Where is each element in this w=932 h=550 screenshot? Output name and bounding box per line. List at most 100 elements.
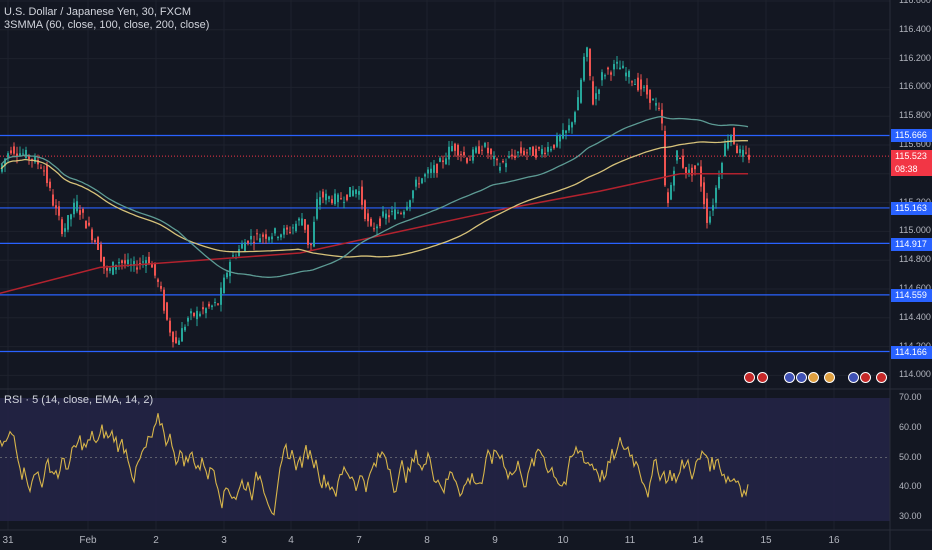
bar-countdown-label: 08:38 [891, 163, 932, 176]
candle-body [622, 65, 624, 69]
event-flag-icon[interactable] [824, 372, 835, 383]
time-tick: 2 [153, 535, 159, 546]
candle-body [697, 163, 699, 165]
event-flag-icon[interactable] [860, 372, 871, 383]
last-price-label: 115.523 [891, 150, 932, 163]
candle-body [112, 261, 114, 275]
candle-body [523, 150, 525, 156]
candle-body [463, 152, 465, 156]
candle-body [673, 170, 675, 186]
candle-body [400, 213, 402, 215]
rsi-tick: 60.00 [899, 421, 922, 432]
candle-body [403, 211, 405, 215]
candle-body [526, 152, 528, 154]
event-flag-icon[interactable] [876, 372, 887, 383]
candle-body [124, 260, 126, 264]
candle-body [571, 122, 573, 128]
candle-body [730, 135, 732, 143]
candle-body [451, 146, 453, 152]
candle-body [688, 169, 690, 173]
candle-body [37, 160, 39, 165]
candle-body [190, 311, 192, 314]
candle-body [25, 149, 27, 158]
candle-body [40, 167, 42, 169]
candle-body [565, 130, 567, 133]
candle-body [457, 144, 459, 156]
candle-body [433, 165, 435, 173]
candle-body [346, 194, 348, 201]
candle-body [679, 157, 681, 159]
candle-body [127, 259, 129, 265]
event-flag-icon[interactable] [796, 372, 807, 383]
candle-body [529, 147, 531, 150]
smma-legend[interactable]: 3SMMA (60, close, 100, close, 200, close… [4, 19, 210, 31]
time-tick: 7 [356, 535, 362, 546]
candle-body [292, 227, 294, 229]
candle-body [739, 149, 741, 154]
candle-body [106, 267, 108, 271]
price-tick: 116.600 [899, 0, 931, 5]
candle-body [88, 222, 90, 226]
candle-body [574, 112, 576, 123]
candle-body [430, 168, 432, 173]
candle-body [496, 158, 498, 161]
candle-body [166, 302, 168, 320]
time-tick: Feb [79, 535, 97, 546]
event-flag-icon[interactable] [784, 372, 795, 383]
event-flag-icon[interactable] [744, 372, 755, 383]
candle-body [499, 166, 501, 171]
candle-body [634, 83, 636, 85]
candle-body [682, 155, 684, 168]
candle-body [193, 312, 195, 316]
candle-body [139, 262, 141, 264]
candle-body [733, 127, 735, 144]
candle-body [421, 178, 423, 184]
candle-body [73, 202, 75, 215]
event-flag-icon[interactable] [808, 372, 819, 383]
rsi-tick: 40.00 [899, 481, 922, 492]
candle-body [580, 79, 582, 103]
candle-body [370, 218, 372, 226]
candle-body [592, 81, 594, 105]
candle-body [55, 205, 57, 209]
candle-body [655, 103, 657, 106]
price-tick: 114.000 [899, 369, 931, 380]
candle-body [619, 67, 621, 70]
candle-body [487, 147, 489, 154]
candle-body [28, 155, 30, 160]
level-label-114917: 114.917 [891, 238, 932, 251]
candle-body [508, 155, 510, 158]
candle-body [304, 219, 306, 230]
candle-body [727, 140, 729, 149]
price-tick: 115.000 [899, 225, 931, 236]
candle-body [718, 176, 720, 189]
candle-body [724, 143, 726, 157]
time-tick: 8 [424, 535, 430, 546]
candle-body [169, 320, 171, 333]
candle-body [316, 199, 318, 219]
candle-body [715, 187, 717, 203]
candle-body [211, 305, 213, 308]
candle-body [439, 158, 441, 162]
candle-body [388, 215, 390, 218]
event-flag-icon[interactable] [757, 372, 768, 383]
candle-body [394, 209, 396, 220]
candle-body [331, 199, 333, 204]
candle-body [481, 149, 483, 151]
symbol-title[interactable]: U.S. Dollar / Japanese Yen, 30, FXCM [4, 6, 192, 18]
candle-body [736, 145, 738, 154]
candle-body [550, 148, 552, 151]
rsi-legend[interactable]: RSI · 5 (14, close, EMA, 14, 2) [4, 394, 154, 406]
candle-body [91, 229, 93, 241]
candle-body [58, 206, 60, 216]
candle-body [667, 192, 669, 204]
event-flag-icon[interactable] [848, 372, 859, 383]
time-tick: 31 [2, 535, 14, 546]
candle-body [223, 277, 225, 294]
time-tick: 16 [828, 535, 840, 546]
candle-body [628, 71, 630, 78]
price-tick: 115.200 [899, 197, 931, 207]
candle-body [328, 196, 330, 199]
candle-body [442, 160, 444, 162]
